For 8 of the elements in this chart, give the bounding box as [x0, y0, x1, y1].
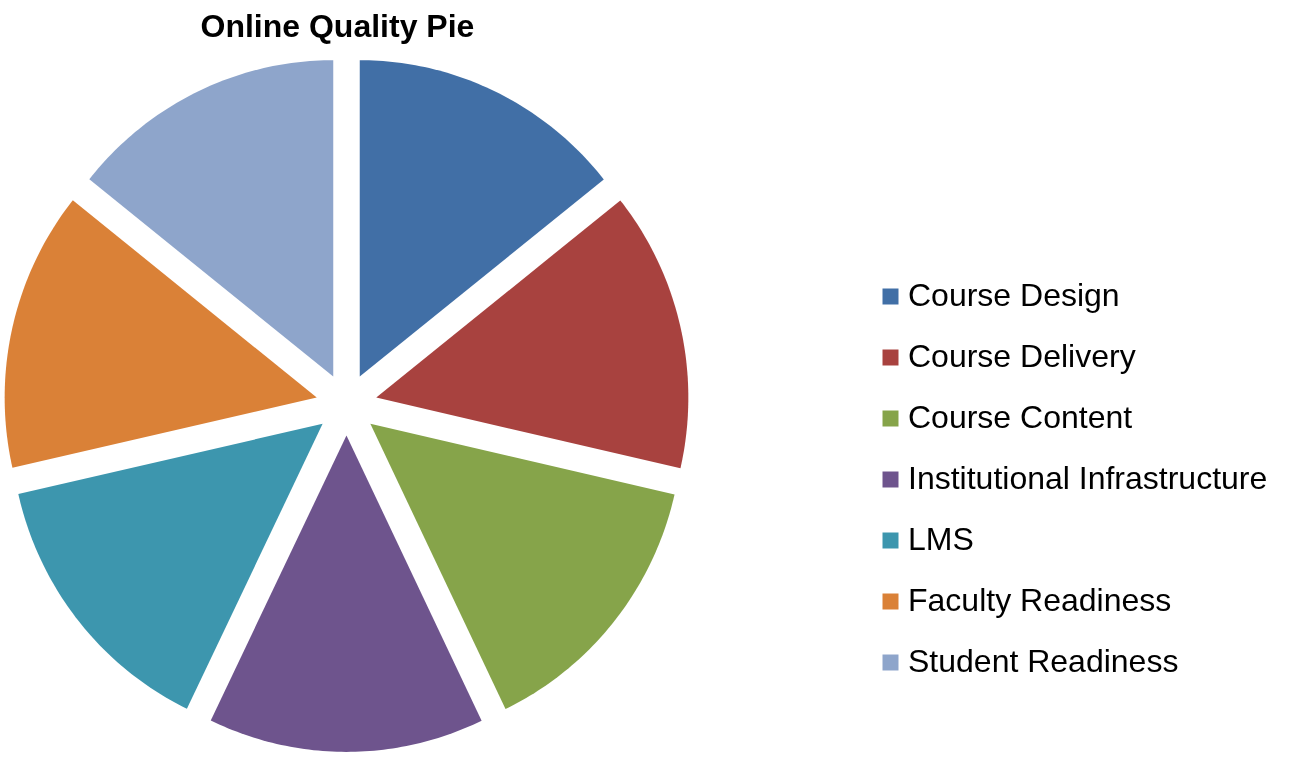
legend-label: Institutional Infrastructure — [908, 460, 1268, 497]
chart-title: Online Quality Pie — [200, 7, 475, 44]
legend-label: Course Design — [908, 277, 1120, 314]
legend-label: Course Delivery — [908, 338, 1136, 375]
legend-label: Course Content — [908, 399, 1133, 436]
legend-label: LMS — [908, 521, 974, 558]
legend-label: Faculty Readiness — [908, 582, 1172, 619]
legend-label: Student Readiness — [908, 643, 1179, 680]
